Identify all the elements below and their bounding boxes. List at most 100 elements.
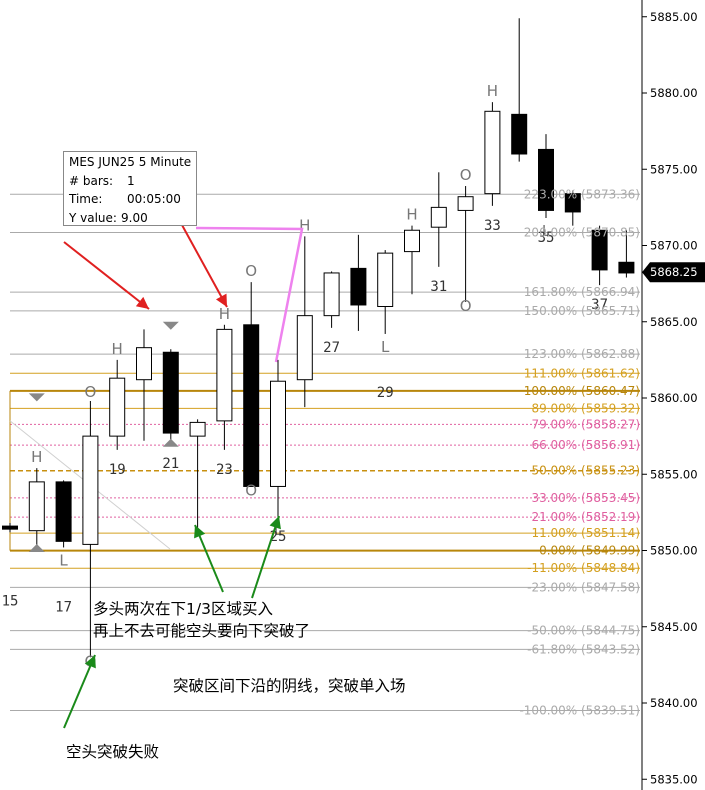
bar-number: 35 (538, 230, 555, 246)
annotation-bear-breakout-failed: 空头突破失败 (66, 743, 160, 761)
candle-body (350, 267, 367, 306)
hol-mark: H (406, 206, 417, 224)
candle-body (28, 481, 45, 532)
green-arrow-shaft (251, 515, 280, 599)
infobox-y-value: 9.00 (121, 210, 148, 225)
candle-body (564, 193, 581, 213)
bar-number: 33 (484, 218, 501, 234)
bar-number: 17 (55, 600, 72, 616)
infobox-title: MES JUN25 5 Minute (69, 155, 192, 169)
fib-level-label: 161.80% (5866.94) (524, 285, 640, 299)
fib-level-label: 66.00% (5856.91) (531, 438, 640, 452)
red-arrow-head (135, 296, 149, 309)
triangle-down-marker (28, 393, 45, 402)
fib-level-label: 0.00% (5849.99) (539, 544, 640, 558)
fib-level-label: 11.00% (5851.14) (531, 526, 640, 540)
triangle-up-marker (162, 438, 179, 447)
candle-body (538, 148, 554, 211)
annotation-bulls-buy-low: 多头两次在下1/3区域买入 再上不去可能空头要向下突破了 (93, 598, 310, 642)
hol-mark: H (31, 448, 42, 466)
bar-number: 37 (591, 297, 608, 313)
y-axis-tick-label: 5840.00 (650, 696, 698, 710)
y-axis-tick-label: 5850.00 (650, 544, 698, 558)
candle-body (511, 113, 528, 155)
candle-body (591, 229, 608, 271)
candle-body (243, 324, 260, 487)
fib-level-label: 79.00% (5858.27) (531, 417, 640, 431)
hol-mark: O (245, 481, 257, 499)
candle-body (618, 261, 635, 274)
bar-number: 31 (430, 279, 447, 295)
infobox-y-label: Y value: (69, 210, 117, 225)
hol-mark: H (219, 305, 230, 323)
green-arrow-head (194, 525, 206, 539)
red-arrow-shaft (63, 241, 150, 310)
green-arrow-shaft (194, 524, 224, 593)
last-price-tag (642, 262, 705, 283)
y-axis-tick-label: 5880.00 (650, 86, 698, 100)
pink-trend-line (195, 226, 304, 363)
bar-number: 19 (109, 462, 126, 478)
candle-body (2, 525, 18, 530)
bar-number: 27 (323, 340, 340, 356)
fib-level-label: -100.00% (5839.51) (519, 703, 640, 717)
hol-mark: O (245, 262, 257, 280)
fib-level-label: 89.00% (5859.32) (531, 401, 640, 415)
infobox-bars-label: # bars: (69, 173, 114, 188)
hol-mark: H (112, 340, 123, 358)
green-arrow-head (84, 655, 96, 669)
fib-level-label: -61.80% (5843.52) (527, 642, 640, 656)
candle-body (216, 328, 233, 422)
green-arrow-head (269, 516, 281, 530)
fib-level-label: 223.00% (5873.36) (524, 187, 640, 201)
candle-body (296, 315, 313, 381)
annotation-line-1: 多头两次在下1/3区域买入 (93, 600, 273, 618)
candle-body (109, 377, 126, 437)
fib-levels-layer (9, 193, 640, 711)
hol-mark: L (59, 551, 68, 569)
fib-level-label: 200.00% (5870.85) (524, 226, 640, 240)
fib-level-label: 50.00% (5855.23) (531, 464, 640, 478)
hol-mark: H (299, 216, 310, 234)
annotation-breakout-entry: 突破区间下沿的阴线，突破单入场 (173, 677, 406, 695)
y-axis-tick-label: 5835.00 (650, 772, 698, 786)
triangle-up-marker (28, 544, 45, 553)
last-price-label: 5868.25 (650, 265, 698, 279)
candle-body (484, 110, 501, 195)
y-axis-tick-label: 5875.00 (650, 162, 698, 176)
bar-number: 21 (162, 456, 179, 472)
triangle-down-marker (162, 321, 179, 330)
hol-mark: O (460, 297, 472, 315)
fib-level-label: 21.00% (5852.19) (531, 510, 640, 524)
fib-level-label: 100.00% (5860.47) (524, 384, 640, 398)
y-axis-tick-label: 5865.00 (650, 315, 698, 329)
candle-body (377, 252, 394, 307)
fib-level-label: -50.00% (5844.75) (527, 624, 640, 638)
bar-number: 15 (2, 594, 19, 610)
red-arrow-head (215, 293, 227, 307)
hol-mark: L (542, 222, 551, 240)
y-axis-tick-label: 5855.00 (650, 467, 698, 481)
candle-body (323, 272, 340, 317)
y-axis-tick-label: 5845.00 (650, 620, 698, 634)
candle-body (430, 206, 447, 228)
annotation-line-2: 再上不去可能空头要向下突破了 (93, 622, 311, 640)
green-arrow-shaft (63, 654, 96, 729)
infobox-time-value: 00:05:00 (127, 192, 181, 206)
fib-level-label: 150.00% (5865.71) (524, 304, 640, 318)
y-axis: 5885.00 5880.00 5875.00 5870.00 5865.00 5860.… (641, 0, 705, 790)
hol-mark: O (84, 383, 96, 401)
arrows-layer (63, 224, 304, 729)
candles-layer (2, 18, 635, 658)
fib-level-label: -23.00% (5847.58) (527, 580, 640, 594)
candle-body (457, 196, 474, 211)
y-axis-tick-label: 5870.00 (650, 239, 698, 253)
candle-body (270, 380, 286, 487)
red-arrow-shaft (181, 224, 228, 308)
candle-body (189, 421, 206, 437)
candle-body (162, 351, 179, 434)
fib-labels-layer: 223.00% (5873.36) 200.00% (5870.85) 161.80… (519, 187, 640, 717)
infobox-bars-value: 1 (127, 173, 135, 188)
